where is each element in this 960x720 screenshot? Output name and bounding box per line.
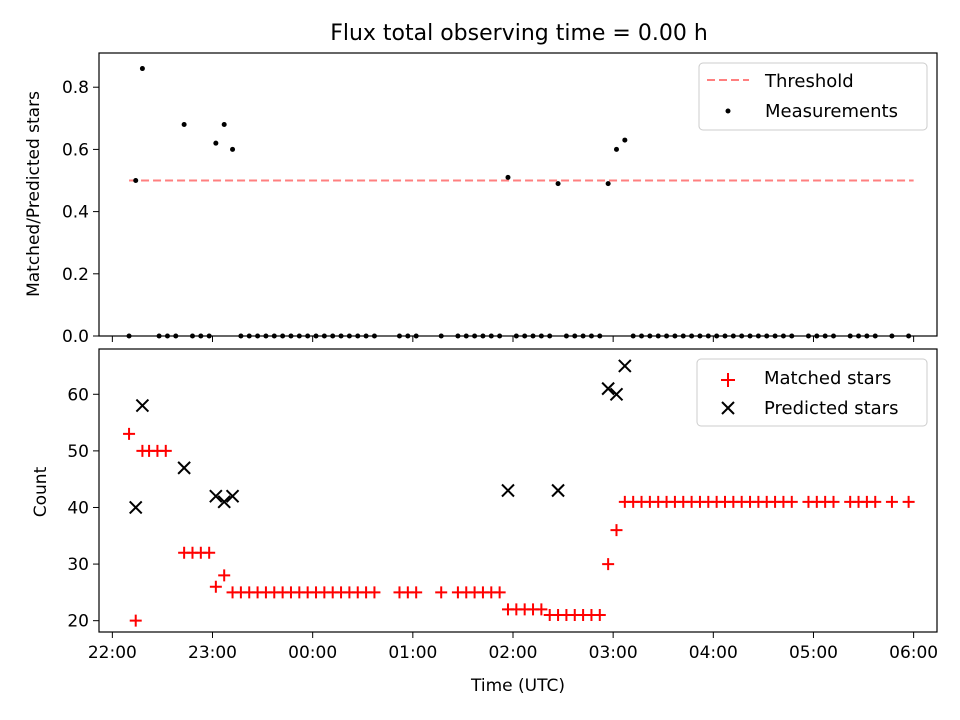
matched-star-marker [827, 495, 840, 508]
x-tick-label: 01:00 [388, 643, 437, 663]
x-tick-label: 05:00 [789, 643, 838, 663]
measurement-point [230, 146, 236, 152]
measurement-point [181, 122, 187, 128]
x-axis-label: Time (UTC) [470, 676, 565, 696]
measurement-point [555, 181, 561, 187]
matched-star-marker [493, 586, 506, 599]
x-tick-label: 04:00 [689, 643, 738, 663]
predicted-star-marker [135, 398, 150, 413]
top-legend-box [698, 62, 928, 131]
top-axes-frame [98, 52, 938, 337]
matched-star-marker [602, 558, 615, 571]
bottom-y-tick-label: 30 [67, 555, 89, 575]
bottom-y-tick-label: 60 [67, 385, 89, 405]
top-chart-title: Flux total observing time = 0.00 h [330, 21, 708, 46]
top-ticks: 0.0 0.2 0.4 0.6 0.8 [62, 78, 915, 347]
measurement-point [133, 178, 139, 184]
matched-star-marker [123, 427, 136, 440]
bottom-axes-frame [98, 348, 938, 633]
bottom-legend-box [696, 358, 928, 427]
measurement-point [622, 137, 628, 143]
bottom-y-tick-label: 40 [67, 498, 89, 518]
matched-star-marker [218, 569, 231, 582]
measurement-point [221, 122, 227, 128]
bottom-ticks: 20 30 40 50 60 22:00 23:00 00:00 01:00 02:00 03:00… [67, 385, 938, 663]
x-tick-label: 02:00 [488, 643, 537, 663]
matched-star-marker [159, 444, 172, 457]
measurement-point [613, 146, 619, 152]
matched-star-marker [535, 603, 548, 616]
top-y-tick-label: 0.8 [62, 78, 89, 98]
top-legend: Threshold Measurements [698, 62, 928, 131]
x-tick-label: 03:00 [589, 643, 638, 663]
matched-star-marker [203, 546, 216, 559]
top-y-tick-label: 0.6 [62, 140, 89, 160]
measurement-point [605, 181, 611, 187]
predicted-star-marker [501, 483, 515, 498]
x-tick-label: 00:00 [288, 643, 337, 663]
bottom-points-layer [123, 359, 915, 627]
x-tick-label: 06:00 [889, 643, 938, 663]
predicted-star-marker [177, 461, 191, 475]
matched-star-marker [410, 586, 423, 599]
predicted-star-marker [225, 489, 240, 503]
matched-legend-label: Matched stars [764, 368, 891, 389]
predicted-star-marker [209, 489, 223, 503]
measurements-legend-label: Measurements [765, 101, 898, 122]
matched-star-marker [209, 580, 222, 593]
matched-star-marker [869, 495, 882, 508]
matched-star-marker [885, 495, 898, 508]
measurement-point [139, 66, 145, 72]
measurement-point [213, 140, 219, 146]
predicted-star-marker [217, 495, 231, 509]
matched-star-marker [785, 495, 798, 508]
predicted-legend-swatch [721, 401, 735, 415]
top-y-axis-label: Matched/Predicted stars [24, 91, 44, 297]
bottom-legend: Matched stars Predicted stars [696, 358, 928, 427]
bottom-y-tick-label: 20 [67, 612, 89, 632]
matched-star-marker [129, 614, 142, 627]
predicted-star-marker [601, 381, 615, 396]
measurements-legend-swatch [725, 108, 731, 114]
top-y-tick-label: 0.4 [62, 203, 89, 223]
predicted-star-marker [618, 359, 632, 373]
predicted-legend-label: Predicted stars [764, 398, 898, 419]
predicted-star-marker [129, 500, 143, 515]
predicted-star-marker [609, 387, 624, 401]
x-tick-label: 23:00 [188, 643, 237, 663]
matched-star-marker [368, 586, 381, 599]
matched-star-marker [593, 609, 606, 622]
bottom-y-tick-label: 50 [67, 442, 89, 462]
predicted-star-marker [551, 483, 565, 498]
top-y-tick-label: 0.2 [62, 265, 89, 285]
x-tick-label: 22:00 [88, 643, 137, 663]
bottom-y-axis-label: Count [31, 466, 51, 517]
matched-star-marker [902, 495, 915, 508]
matched-legend-swatch [721, 373, 735, 387]
matched-star-marker [610, 524, 623, 537]
top-y-tick-label: 0.0 [62, 327, 89, 347]
measurement-point [505, 174, 511, 180]
threshold-legend-label: Threshold [764, 71, 854, 92]
matched-star-marker [435, 586, 448, 599]
